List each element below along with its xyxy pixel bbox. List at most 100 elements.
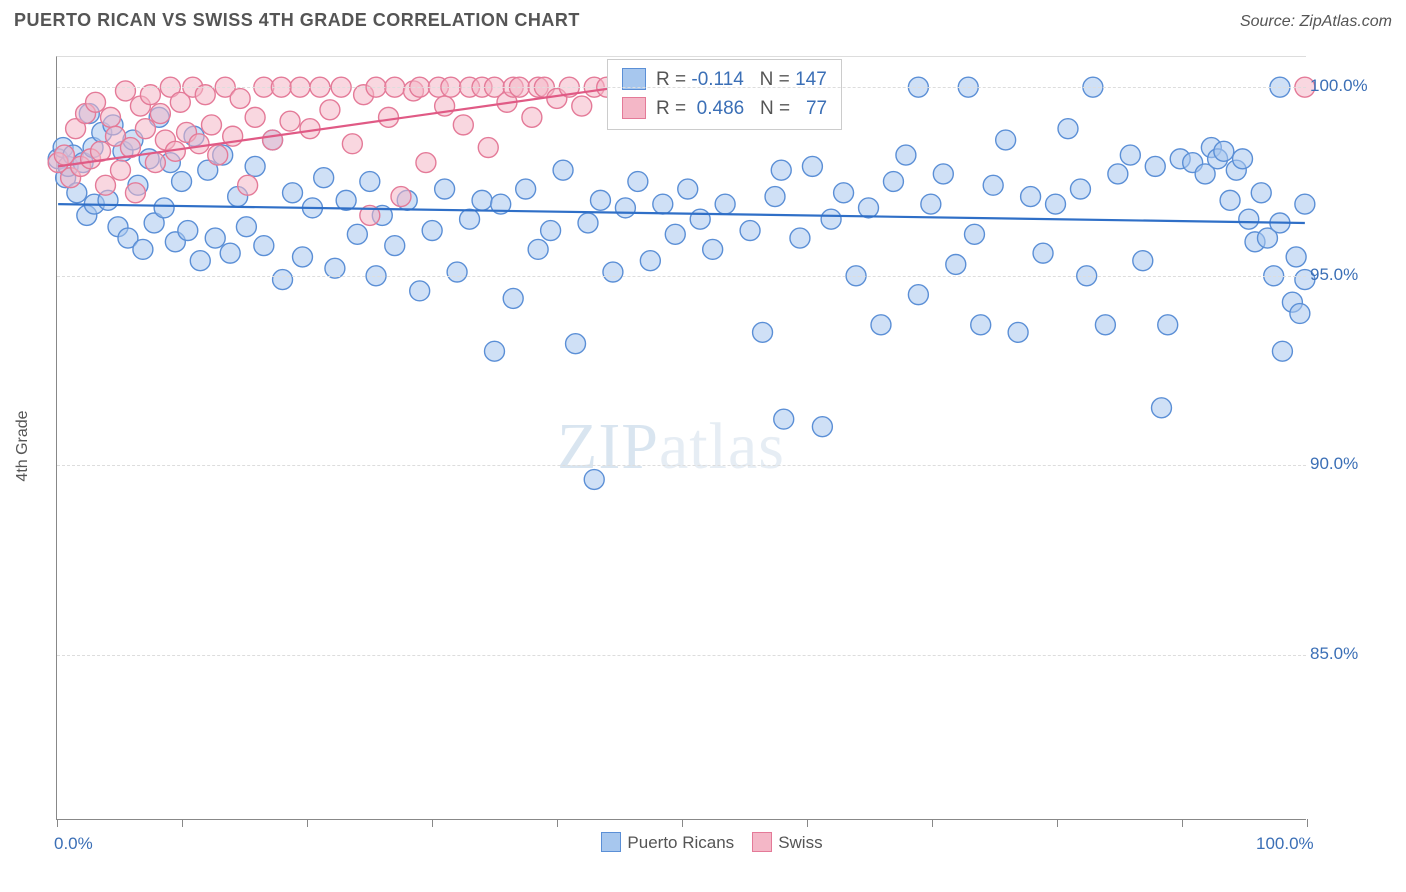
data-point (447, 262, 467, 282)
data-point (478, 138, 498, 158)
data-point (293, 247, 313, 267)
data-point (273, 270, 293, 290)
chart-title: PUERTO RICAN VS SWISS 4TH GRADE CORRELAT… (14, 10, 580, 31)
data-point (802, 156, 822, 176)
data-point (983, 175, 1003, 195)
data-point (765, 187, 785, 207)
data-point (263, 130, 283, 150)
data-point (342, 134, 362, 154)
data-point (584, 470, 604, 490)
data-point (1152, 398, 1172, 418)
stats-row-1: R = -0.114 N = 147 (622, 66, 827, 95)
data-point (385, 236, 405, 256)
data-point (205, 228, 225, 248)
data-point (360, 172, 380, 192)
data-point (946, 255, 966, 275)
legend-swatch-2 (752, 832, 772, 852)
x-tick (432, 819, 433, 827)
data-point (516, 179, 536, 199)
data-point (1133, 251, 1153, 271)
data-point (410, 281, 430, 301)
stats-row-2: R = 0.486 N = 77 (622, 95, 827, 124)
data-point (1033, 243, 1053, 263)
data-point (1233, 149, 1253, 169)
stats-legend-box: R = -0.114 N = 147R = 0.486 N = 77 (607, 59, 842, 130)
data-point (1070, 179, 1090, 199)
data-point (150, 104, 170, 124)
y-tick-label: 90.0% (1310, 454, 1358, 474)
data-point (715, 194, 735, 214)
data-point (101, 107, 121, 127)
data-point (472, 190, 492, 210)
data-point (230, 89, 250, 109)
data-point (254, 236, 274, 256)
data-point (566, 334, 586, 354)
data-point (590, 190, 610, 210)
data-point (190, 251, 210, 271)
data-point (320, 100, 340, 120)
data-point (603, 262, 623, 282)
data-point (834, 183, 854, 203)
data-point (740, 221, 760, 241)
data-point (541, 221, 561, 241)
data-point (1008, 322, 1028, 342)
data-point (1120, 145, 1140, 165)
data-point (283, 183, 303, 203)
data-point (690, 209, 710, 229)
data-point (1251, 183, 1271, 203)
data-point (347, 224, 367, 244)
legend-label-2: Swiss (778, 833, 822, 852)
data-point (821, 209, 841, 229)
data-point (522, 107, 542, 127)
data-point (325, 258, 345, 278)
data-point (790, 228, 810, 248)
data-point (391, 187, 411, 207)
data-point (96, 175, 116, 195)
data-point (236, 217, 256, 237)
data-point (1220, 190, 1240, 210)
data-point (1214, 141, 1234, 161)
data-point (145, 153, 165, 173)
legend-swatch-1 (601, 832, 621, 852)
data-point (859, 198, 879, 218)
gridline-h (57, 276, 1306, 277)
x-tick (307, 819, 308, 827)
x-tick (557, 819, 558, 827)
data-point (753, 322, 773, 342)
data-point (933, 164, 953, 184)
x-tick (57, 819, 58, 827)
data-point (628, 172, 648, 192)
data-point (300, 119, 320, 139)
data-point (133, 239, 153, 259)
data-point (91, 141, 111, 161)
gridline-h (57, 87, 1306, 88)
gridline-h (57, 655, 1306, 656)
data-point (528, 239, 548, 259)
data-point (1239, 209, 1259, 229)
x-tick (807, 819, 808, 827)
data-point (1046, 194, 1066, 214)
data-point (653, 194, 673, 214)
data-point (615, 198, 635, 218)
legend-bottom: Puerto RicansSwiss (10, 832, 1396, 853)
source-label: Source: ZipAtlas.com (1240, 13, 1392, 31)
y-axis-label: 4th Grade (14, 410, 32, 481)
x-tick (182, 819, 183, 827)
x-tick-label: 0.0% (54, 834, 93, 854)
data-point (125, 183, 145, 203)
data-point (578, 213, 598, 233)
data-point (435, 179, 455, 199)
data-point (154, 198, 174, 218)
data-point (871, 315, 891, 335)
data-point (771, 160, 791, 180)
data-point (86, 92, 106, 112)
plot-area: ZIPatlas R = -0.114 N = 147R = 0.486 N =… (56, 56, 1306, 820)
data-point (908, 285, 928, 305)
x-tick-label: 100.0% (1256, 834, 1314, 854)
x-tick (1182, 819, 1183, 827)
data-point (172, 172, 192, 192)
data-point (883, 172, 903, 192)
data-point (189, 134, 209, 154)
chart-header: PUERTO RICAN VS SWISS 4TH GRADE CORRELAT… (10, 10, 1396, 37)
data-point (996, 130, 1016, 150)
